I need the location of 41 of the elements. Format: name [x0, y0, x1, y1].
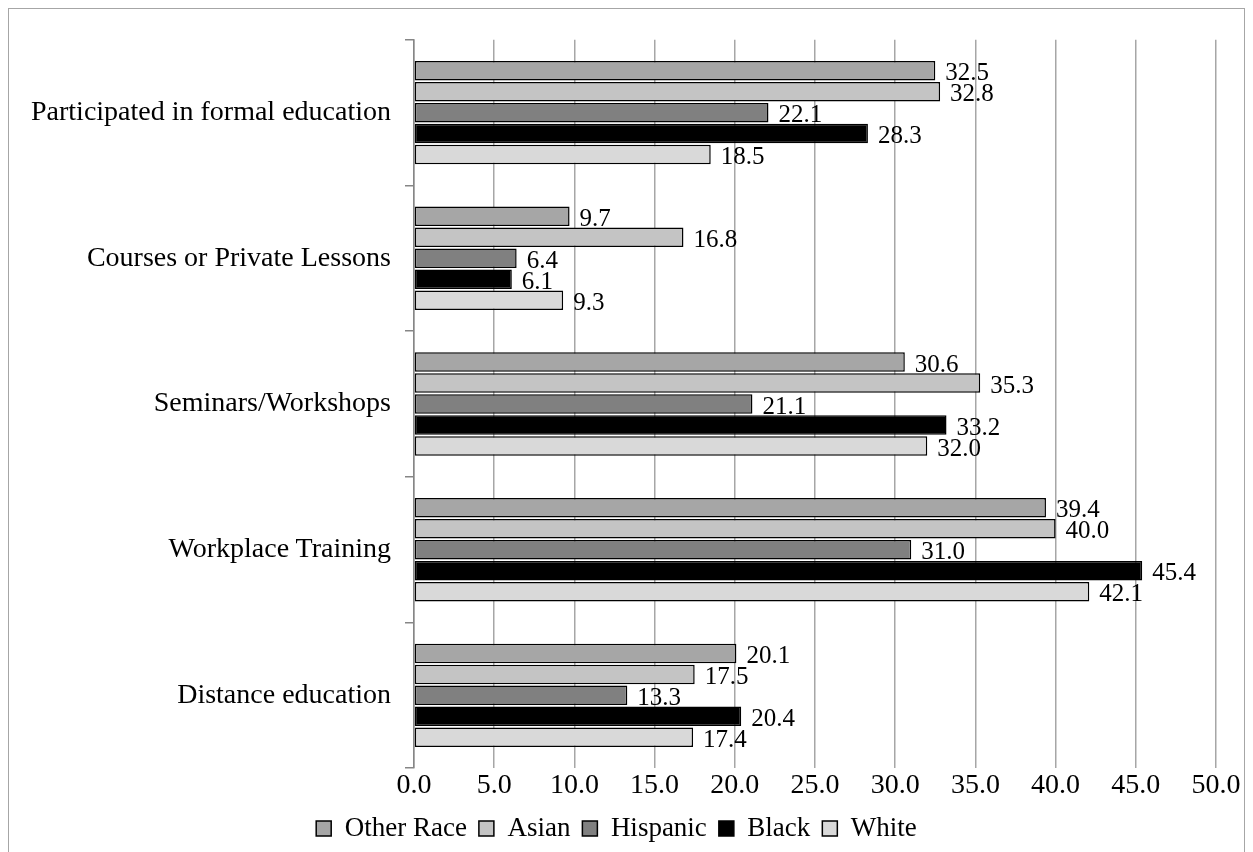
x-tick-label: 10.0	[549, 767, 599, 799]
y-tick-label: Distance education	[177, 677, 391, 709]
data-label: 30.6	[914, 349, 959, 377]
legend-label: Black	[747, 811, 811, 842]
y-tick-label: Workplace Training	[168, 532, 391, 564]
x-tick-label: 50.0	[1191, 767, 1241, 799]
data-label: 20.4	[751, 703, 796, 731]
legend-label: White	[850, 811, 917, 842]
data-label: 45.4	[1152, 558, 1197, 586]
data-label: 16.8	[693, 224, 738, 252]
data-label: 28.3	[877, 121, 922, 149]
data-label: 33.2	[956, 412, 1001, 440]
data-label: 20.1	[746, 640, 791, 668]
legend-label: Asian	[507, 811, 571, 842]
data-label: 18.5	[720, 142, 765, 170]
data-label: 40.0	[1065, 516, 1110, 544]
data-label: 42.1	[1099, 579, 1144, 607]
x-tick-label: 45.0	[1111, 767, 1161, 799]
y-tick-label: Seminars/Workshops	[153, 386, 391, 418]
data-label: 31.0	[921, 537, 965, 565]
data-label: 17.4	[703, 724, 748, 752]
legend-label: Other Race	[344, 811, 467, 842]
data-label: 32.8	[950, 79, 994, 107]
legend-label: Hispanic	[610, 811, 707, 842]
x-tick-label: 30.0	[870, 767, 920, 799]
x-tick-label: 25.0	[790, 767, 840, 799]
x-tick-label: 5.0	[476, 767, 512, 799]
data-label: 9.7	[579, 203, 611, 231]
y-tick-label: Courses or Private Lessons	[86, 240, 391, 272]
data-label: 9.3	[573, 287, 605, 315]
data-label: 22.1	[778, 100, 823, 128]
data-label: 13.3	[637, 682, 682, 710]
data-label: 35.3	[990, 370, 1034, 398]
x-tick-label: 0.0	[396, 767, 432, 799]
data-label: 21.1	[762, 391, 807, 419]
y-tick-label: Participated in formal education	[31, 95, 391, 126]
x-tick-label: 15.0	[630, 767, 680, 799]
x-tick-label: 35.0	[950, 767, 1000, 799]
data-label: 6.4	[526, 245, 559, 273]
x-tick-label: 20.0	[710, 767, 760, 799]
x-tick-label: 40.0	[1031, 767, 1081, 799]
